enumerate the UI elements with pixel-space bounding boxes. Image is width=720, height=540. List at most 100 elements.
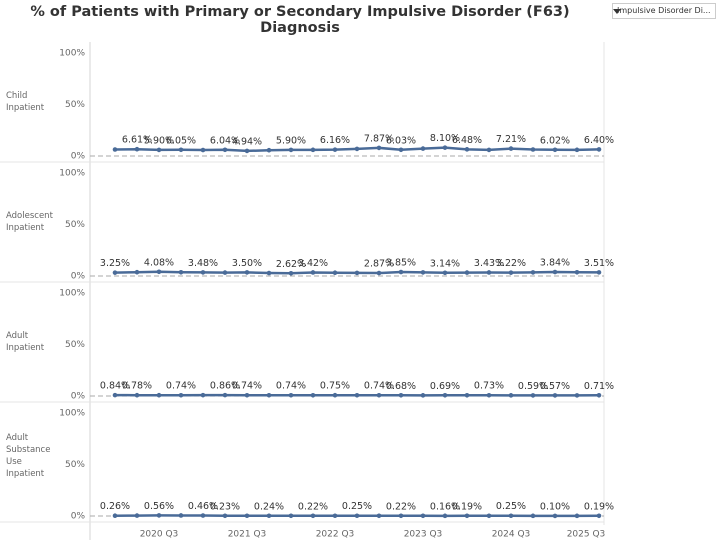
point (288, 513, 294, 519)
point (574, 269, 580, 275)
y-tick-label: 50% (65, 340, 85, 350)
point (420, 393, 426, 398)
point (464, 513, 470, 519)
y-tick-label: 100% (59, 49, 85, 59)
point (310, 513, 316, 519)
data-label: 0.24% (254, 501, 284, 512)
point (574, 513, 580, 519)
point (200, 513, 206, 518)
point (354, 513, 360, 519)
data-label: 0.74% (276, 381, 306, 392)
y-tick-label: 100% (59, 169, 85, 179)
data-label: 4.08% (144, 257, 174, 268)
data-label: 4.94% (232, 136, 262, 147)
data-label: 0.16% (430, 501, 460, 512)
point (222, 513, 228, 519)
data-label: 3.51% (584, 258, 614, 269)
y-tick-label: 0% (71, 512, 86, 522)
point (178, 147, 184, 153)
row-label: Adult Inpatient (6, 331, 45, 353)
x-tick-label: 2024 Q3 (492, 530, 531, 540)
point (200, 392, 206, 398)
point (134, 513, 140, 518)
data-label: 0.19% (452, 501, 482, 512)
point (288, 147, 294, 153)
point (332, 270, 338, 276)
data-label: 0.46% (188, 501, 218, 512)
data-label: 0.25% (342, 501, 372, 512)
point (376, 513, 382, 519)
point (332, 513, 338, 519)
point (156, 269, 162, 275)
data-label: 0.74% (166, 381, 196, 392)
point (508, 146, 514, 151)
point (552, 269, 558, 275)
data-label: 0.26% (100, 501, 130, 512)
point (596, 392, 602, 398)
x-tick-label: 2021 Q3 (228, 530, 267, 540)
data-label: 6.48% (452, 135, 482, 146)
data-label: 3.22% (496, 258, 526, 269)
point (442, 270, 448, 276)
data-label: 0.57% (540, 381, 570, 392)
point (398, 269, 404, 275)
point (486, 270, 492, 275)
data-label: 0.74% (232, 381, 262, 392)
point (354, 146, 360, 152)
point (398, 513, 404, 519)
point (464, 147, 470, 152)
data-label: 0.68% (386, 381, 416, 392)
point (134, 146, 140, 152)
point (200, 270, 206, 275)
point (310, 392, 316, 398)
data-label: 0.84% (100, 381, 130, 392)
data-label: 3.50% (232, 258, 262, 269)
data-label: 0.19% (584, 501, 614, 512)
data-label: 0.10% (540, 501, 570, 512)
point (156, 392, 162, 398)
point (288, 392, 294, 398)
data-label: 2.62% (276, 259, 306, 270)
data-label: 2.87% (364, 259, 394, 270)
point (574, 147, 580, 153)
data-label: 3.25% (100, 258, 130, 269)
point (596, 513, 602, 519)
point (310, 147, 316, 153)
point (200, 147, 206, 153)
point (244, 270, 250, 275)
data-label: 0.75% (320, 381, 350, 392)
data-label: 6.04% (210, 135, 240, 146)
x-tick-label: 2020 Q3 (140, 530, 179, 540)
dropdown-arrow[interactable] (613, 9, 621, 15)
data-label: 0.23% (210, 501, 240, 512)
point (332, 392, 338, 398)
point (376, 270, 382, 276)
point (574, 393, 580, 398)
point (442, 513, 448, 519)
data-label: 6.02% (540, 135, 570, 146)
data-label: 6.03% (386, 135, 416, 146)
data-label: 5.90% (144, 135, 174, 146)
filter-dropdown[interactable]: Impulsive Disorder Di... (612, 3, 716, 19)
row-label: Child Inpatient (6, 91, 45, 113)
point (354, 392, 360, 398)
data-label: 7.21% (496, 134, 526, 145)
point (508, 393, 514, 398)
point (244, 513, 250, 519)
point (266, 392, 272, 398)
point (112, 147, 118, 152)
x-tick-label: 2023 Q3 (404, 530, 443, 540)
point (376, 145, 382, 151)
point (178, 513, 184, 518)
point (266, 147, 272, 153)
y-tick-label: 50% (65, 100, 85, 110)
point (508, 513, 514, 519)
filter-label[interactable]: Impulsive Disorder Di... (617, 6, 711, 15)
data-label: 3.84% (540, 258, 570, 269)
point (178, 392, 184, 398)
y-tick-label: 0% (71, 272, 86, 282)
point (596, 270, 602, 275)
y-tick-label: 50% (65, 220, 85, 230)
point (398, 392, 404, 398)
